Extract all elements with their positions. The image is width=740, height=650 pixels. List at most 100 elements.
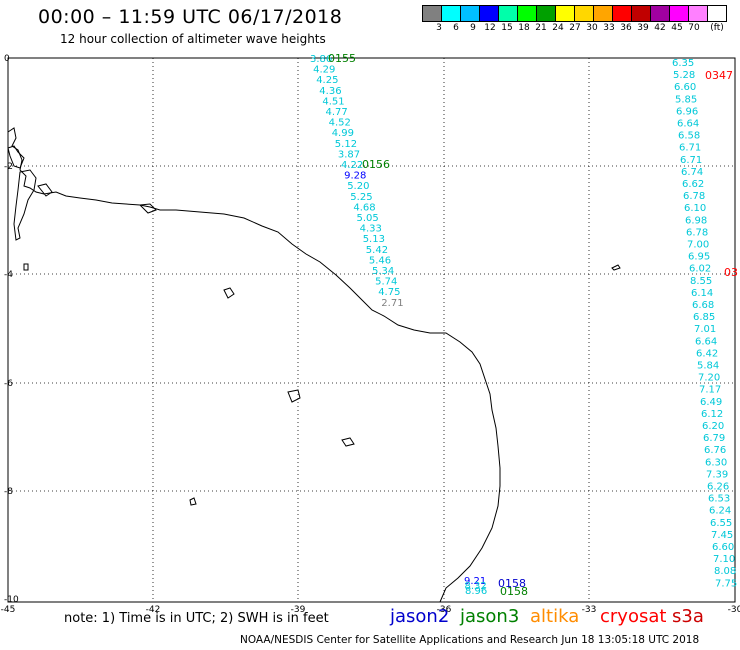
satellite-altika-label: altika [530, 606, 580, 627]
legend-label: 6 [453, 23, 459, 33]
coastline [7, 127, 621, 603]
swh-value: 7.01 [694, 324, 716, 335]
swh-value: 6.42 [696, 348, 718, 359]
swh-value: 5.84 [697, 361, 719, 372]
swh-value: 5.46 [369, 255, 391, 266]
swh-value: 6.96 [676, 106, 698, 117]
swh-value: 4.36 [319, 86, 341, 97]
swh-value: 6.76 [704, 445, 726, 456]
legend-label: 33 [603, 23, 615, 33]
swh-value: 6.35 [672, 58, 694, 69]
swh-value: 6.12 [701, 409, 723, 420]
swh-value: 6.68 [692, 300, 714, 311]
swh-value: 8.96 [465, 586, 487, 597]
legend-label: 30 [586, 23, 598, 33]
swh-value: 7.10 [713, 554, 735, 565]
swh-value: 6.78 [686, 227, 708, 238]
swh-value: 4.33 [360, 224, 382, 235]
legend-label: 36 [620, 23, 632, 33]
swh-value: 6.60 [674, 82, 696, 93]
lon-tick-label: -33 [582, 605, 597, 615]
swh-value: 7.75 [715, 578, 737, 589]
swh-value: 6.53 [708, 494, 730, 505]
swh-value: 3.87 [338, 149, 360, 160]
swh-value: 4.77 [326, 107, 348, 118]
legend-swatch [707, 5, 727, 22]
swh-value: 6.98 [685, 215, 707, 226]
swh-value: 5.12 [335, 139, 357, 150]
lat-tick-label: -2 [4, 162, 13, 172]
swh-value: 4.99 [332, 128, 354, 139]
axis-tick-labels: -45 -42 -39 -36 -33 -30 0 -2 -4 -6 -8 -10 [1, 54, 740, 615]
legend-label: 27 [569, 23, 581, 33]
satellite-track-b: 6.355.286.605.856.966.646.586.716.716.74… [672, 58, 738, 589]
grid-lines [8, 58, 735, 602]
swh-value: 6.20 [702, 421, 724, 432]
swh-value: 5.05 [357, 213, 379, 224]
swh-value: 6.71 [680, 155, 702, 166]
swh-value: 6.78 [683, 191, 705, 202]
swh-value: 4.29 [313, 65, 335, 76]
swh-value: 6.62 [682, 179, 704, 190]
color-legend: 3 6 9 12 15 18 21 24 27 30 33 36 39 42 45 70 (ft) [422, 5, 727, 34]
swh-value: 6.30 [705, 457, 727, 468]
legend-label: 12 [484, 23, 496, 33]
swh-value: 7.45 [711, 530, 733, 541]
map-subtitle: 12 hour collection of altimeter wave hei… [60, 32, 326, 46]
legend-label: 42 [654, 23, 666, 33]
plot-frame [7, 57, 736, 603]
lat-tick-label: 0 [4, 54, 10, 64]
swh-value: 4.25 [316, 75, 338, 86]
swh-value: 9.28 [344, 171, 366, 182]
satellite-cryosat-label: cryosat [600, 606, 667, 627]
swh-value: 6.14 [691, 288, 713, 299]
lon-tick-label: -45 [1, 605, 16, 615]
swh-value: 6.64 [695, 336, 717, 347]
lat-tick-label: -4 [4, 270, 13, 280]
obs-time-label: 0158 [500, 585, 528, 598]
swh-value: 4.75 [378, 287, 400, 298]
map-title: 00:00 – 11:59 UTC 06/17/2018 [38, 6, 343, 28]
swh-value: 8.32 [465, 581, 487, 592]
swh-value: 4.22 [341, 160, 363, 171]
lat-tick-label: -8 [4, 487, 13, 497]
swh-value: 2.71 [381, 298, 403, 309]
satellite-s3a-label: s3a [672, 606, 704, 627]
swh-value: 6.02 [689, 264, 711, 275]
swh-value: 4.51 [322, 96, 344, 107]
legend-label: 3 [436, 23, 442, 33]
legend-label: 45 [671, 23, 683, 33]
lat-tick-label: -10 [4, 595, 19, 605]
obs-time-label: 0158 [498, 577, 526, 590]
swh-value: 5.85 [675, 94, 697, 105]
legend-label: 15 [501, 23, 513, 33]
swh-value: 6.60 [712, 542, 734, 553]
satellite-track-a: 3.864.294.254.364.514.774.524.995.123.87… [310, 52, 404, 309]
lon-tick-label: -36 [437, 605, 452, 615]
swh-value: 8.55 [690, 276, 712, 287]
swh-value: 6.26 [707, 482, 729, 493]
swh-value: 4.68 [353, 202, 375, 213]
swh-value: 4.52 [329, 118, 351, 129]
swh-value: 9.21 [464, 576, 486, 587]
swh-value: 6.49 [700, 397, 722, 408]
legend-label: 24 [552, 23, 564, 33]
obs-time-label: 0347 [705, 69, 733, 82]
satellite-jason3-label: jason3 [460, 606, 520, 627]
swh-value: 5.28 [673, 70, 695, 81]
lon-tick-label: -30 [728, 605, 740, 615]
legend-swatches [422, 5, 727, 22]
swh-value: 5.42 [366, 245, 388, 256]
legend-labels: 3 6 9 12 15 18 21 24 27 30 33 36 39 42 45 70 (ft) [422, 22, 726, 34]
legend-label: 18 [518, 23, 530, 33]
swh-value: 6.55 [710, 518, 732, 529]
footnote: note: 1) Time is in UTC; 2) SWH is in fe… [64, 611, 329, 626]
lon-tick-label: -42 [146, 605, 161, 615]
legend-label: 70 [688, 23, 700, 33]
swh-value: 7.39 [706, 469, 728, 480]
legend-label: (ft) [710, 23, 724, 33]
credit-footer: NOAA/NESDIS Center for Satellite Applica… [240, 634, 700, 646]
swh-value: 6.58 [678, 131, 700, 142]
